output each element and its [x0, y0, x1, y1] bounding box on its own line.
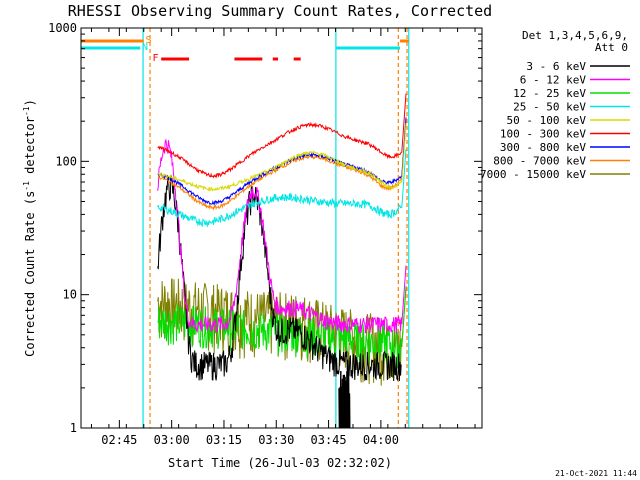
- legend-label: 12 - 25 keV: [513, 87, 586, 100]
- x-tick-label: 03:15: [206, 433, 242, 447]
- series-line-300-800-kev: [157, 117, 407, 206]
- y-tick-label: 10: [63, 288, 77, 302]
- legend-header-line-1: Det 1,3,4,5,6,9,: [522, 29, 628, 42]
- legend-label: 300 - 800 keV: [500, 141, 586, 154]
- y-tick-label: 1: [70, 421, 77, 435]
- x-tick-label: 03:45: [311, 433, 347, 447]
- axis-layer: 02:45 03:00 03:15 03:30 03:45 04:00 1 10 100 1000: [48, 21, 483, 447]
- plot-frame: [80, 27, 483, 429]
- y-axis-label-sup2: -1: [22, 106, 31, 116]
- y-axis-label-end: ): [23, 99, 37, 106]
- legend-label: 7000 - 15000 keV: [480, 168, 586, 181]
- x-tick-label: 02:45: [101, 433, 137, 447]
- y-axis-label-sup1: -1: [22, 181, 31, 191]
- series-line-100-300-kev: [157, 93, 407, 179]
- legend-label: 25 - 50 keV: [513, 101, 586, 114]
- legend-label: 3 - 6 keV: [526, 60, 586, 73]
- series-line-6-12-kev: [157, 138, 407, 334]
- flag-letter-n: N: [142, 42, 148, 53]
- series-line-12-25-kev: [157, 285, 407, 369]
- chart-title: RHESSI Observing Summary Count Rates, Co…: [68, 2, 492, 20]
- legend-header-line-2: Att 0: [595, 41, 628, 54]
- y-axis-label-mid: detector: [23, 116, 37, 181]
- y-tick-label: 1000: [48, 21, 77, 35]
- y-axis-label-main: Corrected Count Rate (s: [23, 191, 37, 357]
- series-line-50-100-kev: [157, 123, 407, 192]
- y-axis-label: Corrected Count Rate (s-1 detector-1): [22, 99, 37, 357]
- series-line-3-6-kev: [157, 174, 402, 382]
- flag-letter-s: S: [146, 35, 152, 46]
- legend-label: 50 - 100 keV: [507, 114, 587, 127]
- x-tick-label: 03:00: [154, 433, 190, 447]
- x-tick-label: 03:30: [258, 433, 294, 447]
- series-line-800-7000-kev: [157, 121, 407, 211]
- legend-label: 6 - 12 keV: [520, 74, 587, 87]
- series-line-25-50-kev: [157, 148, 407, 228]
- data-layer: SNF: [81, 28, 410, 429]
- legend-label: 100 - 300 keV: [500, 128, 586, 141]
- y-tick-label: 100: [55, 154, 77, 168]
- flag-letter-f: F: [152, 53, 158, 64]
- x-tick-label: 04:00: [363, 433, 399, 447]
- footer-date: 21-Oct-2021 11:44: [555, 469, 637, 478]
- x-axis-label: Start Time (26-Jul-03 02:32:02): [168, 456, 392, 470]
- series-line-3-6-kev-dropout: [338, 369, 351, 429]
- legend-label: 800 - 7000 keV: [493, 155, 586, 168]
